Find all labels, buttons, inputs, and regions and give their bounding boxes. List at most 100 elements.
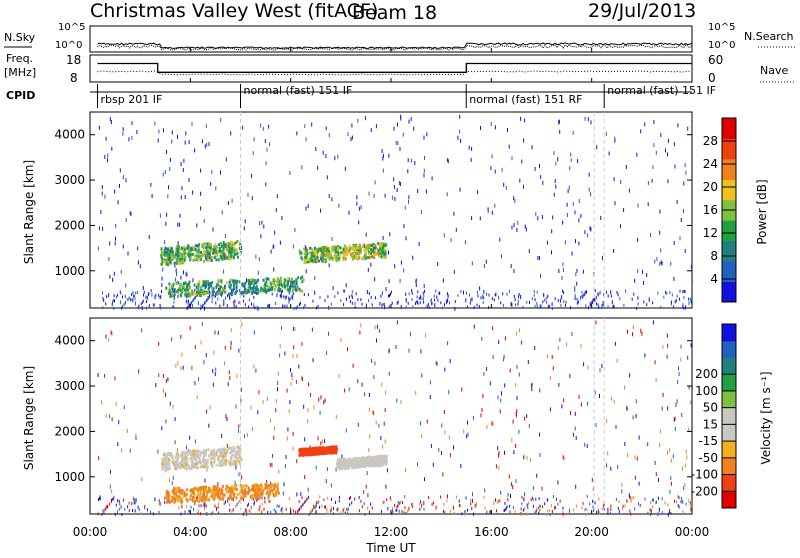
- range-gate-cell: [660, 248, 662, 253]
- echo-cell: [200, 255, 203, 258]
- range-gate-cell: [524, 416, 526, 421]
- range-gate-cell: [318, 397, 320, 402]
- range-gate-cell: [253, 364, 255, 369]
- echo-cell: [367, 256, 370, 260]
- echo-cell: [323, 246, 326, 249]
- range-gate-cell: [582, 269, 584, 274]
- echo-cell: [226, 256, 229, 260]
- range-gate-cell: [283, 295, 285, 299]
- range-gate-cell: [683, 289, 685, 293]
- echo-cell: [309, 247, 312, 250]
- echo-cell: [264, 286, 266, 290]
- echo-cell: [217, 258, 220, 262]
- range-gate-cell: [134, 297, 136, 301]
- range-gate-cell: [680, 344, 682, 349]
- echo-cell: [310, 253, 313, 257]
- nsearch-label: N.Search: [744, 30, 794, 43]
- echo-cell: [228, 460, 230, 464]
- echo-cell: [266, 284, 269, 288]
- echo-cell: [261, 492, 264, 496]
- range-gate-cell: [519, 328, 520, 333]
- range-gate-cell: [298, 303, 300, 307]
- range-gate-cell: [388, 294, 389, 298]
- echo-cell: [161, 462, 164, 466]
- echo-cell: [191, 454, 194, 458]
- echo-cell: [161, 260, 164, 263]
- echo-cell: [260, 488, 263, 492]
- range-gate-cell: [180, 512, 182, 516]
- echo-cell: [198, 497, 201, 501]
- range-gate-cell: [411, 289, 413, 292]
- range-gate-cell: [332, 512, 334, 516]
- range-gate-cell: [201, 139, 203, 144]
- range-gate-cell: [298, 364, 300, 369]
- range-gate-cell: [408, 292, 410, 296]
- range-gate-cell: [295, 510, 297, 515]
- range-gate-cell: [188, 140, 190, 145]
- echo-cell: [165, 286, 168, 290]
- range-gate-cell: [98, 498, 99, 502]
- range-gate-cell: [629, 496, 631, 501]
- echo-cell: [290, 279, 293, 283]
- echo-cell: [185, 465, 188, 469]
- range-gate-cell: [217, 482, 219, 487]
- range-gate-cell: [109, 469, 111, 474]
- echo-cell: [336, 459, 339, 463]
- range-gate-cell: [365, 232, 367, 237]
- echo-cell: [166, 253, 169, 257]
- range-gate-cell: [400, 400, 402, 405]
- range-gate-cell: [391, 195, 393, 200]
- range-gate-cell: [243, 294, 245, 298]
- range-gate-cell: [589, 226, 591, 231]
- echo-cell: [356, 246, 359, 250]
- range-gate-cell: [621, 483, 623, 487]
- range-gate-cell: [351, 123, 353, 128]
- echo-cell: [207, 291, 210, 295]
- range-gate-cell: [194, 439, 196, 444]
- range-gate-cell: [535, 497, 537, 501]
- range-gate-cell: [97, 512, 99, 516]
- range-gate-cell: [264, 500, 266, 504]
- range-gate-cell: [229, 508, 231, 512]
- echo-cell: [235, 289, 238, 293]
- range-gate-cell: [101, 185, 103, 190]
- range-gate-cell: [309, 392, 311, 397]
- range-gate-cell: [458, 504, 460, 508]
- echo-cell: [210, 463, 213, 466]
- range-gate-cell: [412, 305, 414, 309]
- range-gate-cell: [419, 301, 421, 305]
- range-gate-cell: [276, 194, 278, 199]
- range-gate-cell: [360, 298, 362, 302]
- echo-cell: [254, 286, 257, 290]
- range-gate-cell: [241, 322, 243, 327]
- echo-cell: [171, 499, 173, 503]
- echo-cell: [289, 283, 292, 287]
- range-gate-cell: [114, 299, 115, 303]
- range-gate-cell: [393, 177, 395, 182]
- range-gate-cell: [454, 511, 455, 515]
- range-gate-cell: [635, 399, 637, 404]
- echo-cell: [239, 483, 242, 487]
- range-gate-cell: [547, 304, 549, 308]
- range-gate-cell: [601, 363, 603, 368]
- echo-cell: [177, 288, 180, 292]
- echo-cell: [178, 465, 180, 469]
- echo-cell: [239, 243, 242, 247]
- echo-cell: [281, 284, 284, 288]
- colorbar-swatch: [722, 457, 736, 476]
- echo-cell: [179, 491, 182, 494]
- range-gate-cell: [678, 505, 680, 509]
- echo-cell: [239, 448, 242, 452]
- echo-cell: [298, 448, 301, 452]
- range-gate-cell: [569, 374, 571, 379]
- range-gate-cell: [290, 381, 292, 386]
- range-gate-cell: [650, 508, 652, 512]
- echo-cell: [213, 456, 216, 460]
- range-gate-cell: [272, 453, 273, 458]
- range-gate-cell: [402, 132, 404, 137]
- range-gate-cell: [326, 467, 328, 472]
- range-gate-cell: [118, 420, 120, 425]
- range-gate-cell: [206, 298, 208, 302]
- nsearch-trace: [97, 44, 692, 51]
- range-gate-cell: [562, 510, 564, 514]
